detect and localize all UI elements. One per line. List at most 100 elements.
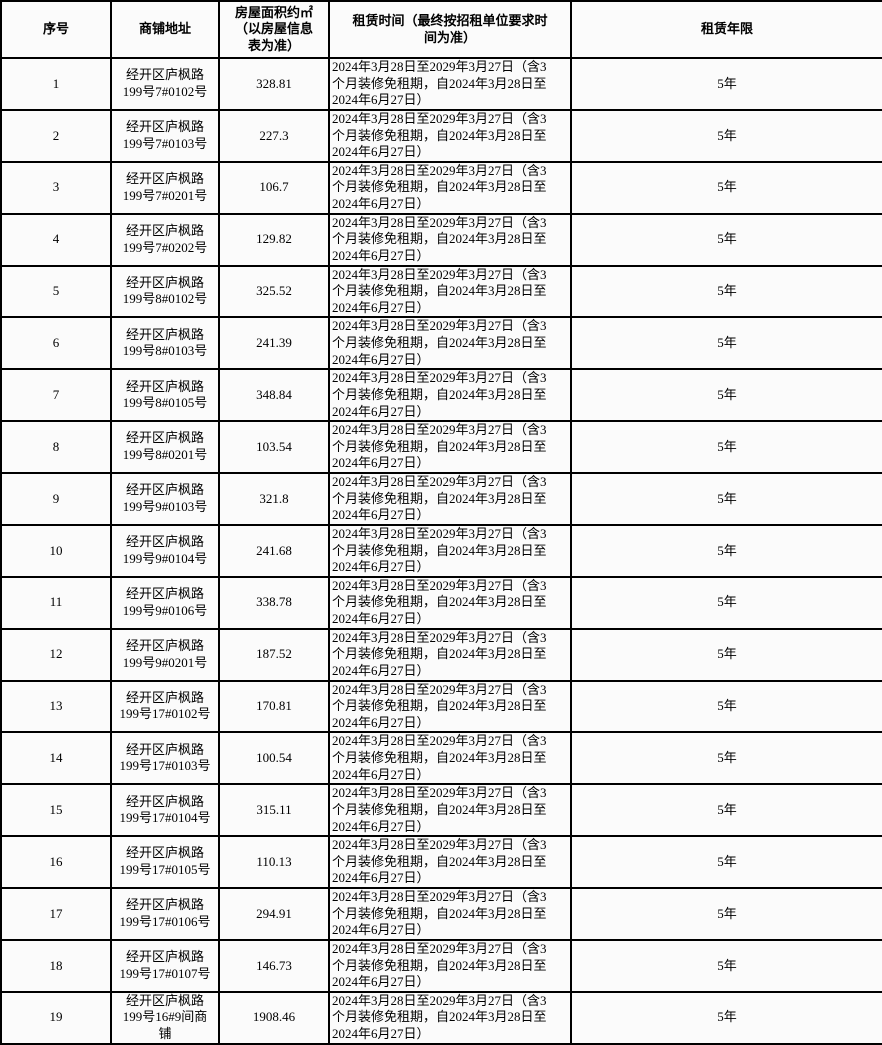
- table-row: 12 经开区庐枫路 199号9#0201号 187.52 2024年3月28日至202…: [0, 627, 882, 682]
- lease-time-cell: 2024年3月28日至2029年3月27日（含3 个月装修免租期，自2024年3…: [328, 160, 572, 215]
- term-cell: 5年: [570, 627, 882, 682]
- table-row: 2 经开区庐枫路 199号7#0103号 227.3 2024年3月28日至2029年…: [0, 108, 882, 163]
- address-cell: 经开区庐枫路 199号9#0103号: [110, 472, 220, 526]
- table-row: 3 经开区庐枫路 199号7#0201号 106.7 2024年3月28日至2029年…: [0, 160, 882, 215]
- area-cell: 170.81: [218, 679, 330, 734]
- serial-cell: 9: [0, 472, 112, 526]
- term-cell: 5年: [570, 264, 882, 319]
- term-cell: 5年: [570, 523, 882, 578]
- term-cell: 5年: [570, 887, 882, 941]
- serial-cell: 16: [0, 835, 112, 889]
- term-cell: 5年: [570, 57, 882, 111]
- lease-time-cell: 2024年3月28日至2029年3月27日（含3 个月装修免租期，自2024年3…: [328, 938, 572, 993]
- lease-time-cell: 2024年3月28日至2029年3月27日（含3 个月装修免租期，自2024年3…: [328, 835, 572, 889]
- address-cell: 经开区庐枫路 199号17#0107号: [110, 938, 220, 993]
- table-row: 8 经开区庐枫路 199号8#0201号 103.54 2024年3月28日至2029…: [0, 420, 882, 474]
- lease-time-cell: 2024年3月28日至2029年3月27日（含3 个月装修免租期，自2024年3…: [328, 575, 572, 630]
- serial-cell: 14: [0, 731, 112, 786]
- table-row: 9 经开区庐枫路 199号9#0103号 321.8 2024年3月28日至2029年…: [0, 472, 882, 526]
- table-row: 5 经开区庐枫路 199号8#0102号 325.52 2024年3月28日至2029…: [0, 264, 882, 319]
- term-cell: 5年: [570, 783, 882, 838]
- serial-cell: 10: [0, 523, 112, 578]
- address-cell: 经开区庐枫路 199号17#0104号: [110, 783, 220, 838]
- serial-cell: 8: [0, 420, 112, 474]
- serial-cell: 1: [0, 57, 112, 111]
- table-row: 14 经开区庐枫路 199号17#0103号 100.54 2024年3月28日至20…: [0, 731, 882, 786]
- term-cell: 5年: [570, 212, 882, 267]
- lease-time-cell: 2024年3月28日至2029年3月27日（含3 个月装修免租期，自2024年3…: [328, 783, 572, 838]
- term-cell: 5年: [570, 731, 882, 786]
- table-header-row: 序号 商铺地址 房屋面积约㎡ （以房屋信息 表为准） 租赁时间（最终按招租单位要…: [0, 0, 882, 59]
- lease-time-cell: 2024年3月28日至2029年3月27日（含3 个月装修免租期，自2024年3…: [328, 990, 572, 1045]
- table-row: 1 经开区庐枫路 199号7#0102号 328.81 2024年3月28日至2029…: [0, 57, 882, 111]
- address-cell: 经开区庐枫路 199号17#0106号: [110, 887, 220, 941]
- area-cell: 325.52: [218, 264, 330, 319]
- area-cell: 315.11: [218, 783, 330, 838]
- area-cell: 110.13: [218, 835, 330, 889]
- lease-time-cell: 2024年3月28日至2029年3月27日（含3 个月装修免租期，自2024年3…: [328, 212, 572, 267]
- lease-time-cell: 2024年3月28日至2029年3月27日（含3 个月装修免租期，自2024年3…: [328, 523, 572, 578]
- table-row: 6 经开区庐枫路 199号8#0103号 241.39 2024年3月28日至2029…: [0, 316, 882, 371]
- lease-time-cell: 2024年3月28日至2029年3月27日（含3 个月装修免租期，自2024年3…: [328, 108, 572, 163]
- header-term: 租赁年限: [570, 0, 882, 59]
- term-cell: 5年: [570, 316, 882, 371]
- table-row: 11 经开区庐枫路 199号9#0106号 338.78 2024年3月28日至202…: [0, 575, 882, 630]
- serial-cell: 2: [0, 108, 112, 163]
- table-row: 17 经开区庐枫路 199号17#0106号 294.91 2024年3月28日至20…: [0, 887, 882, 941]
- address-cell: 经开区庐枫路 199号17#0103号: [110, 731, 220, 786]
- area-cell: 241.39: [218, 316, 330, 371]
- lease-time-cell: 2024年3月28日至2029年3月27日（含3 个月装修免租期，自2024年3…: [328, 887, 572, 941]
- area-cell: 328.81: [218, 57, 330, 111]
- header-lease-time: 租赁时间（最终按招租单位要求时 间为准）: [328, 0, 572, 59]
- term-cell: 5年: [570, 420, 882, 474]
- header-serial: 序号: [0, 0, 112, 59]
- area-cell: 187.52: [218, 627, 330, 682]
- serial-cell: 13: [0, 679, 112, 734]
- address-cell: 经开区庐枫路 199号8#0102号: [110, 264, 220, 319]
- lease-time-cell: 2024年3月28日至2029年3月27日（含3 个月装修免租期，自2024年3…: [328, 264, 572, 319]
- term-cell: 5年: [570, 160, 882, 215]
- address-cell: 经开区庐枫路 199号7#0103号: [110, 108, 220, 163]
- address-cell: 经开区庐枫路 199号8#0103号: [110, 316, 220, 371]
- address-cell: 经开区庐枫路 199号9#0201号: [110, 627, 220, 682]
- area-cell: 129.82: [218, 212, 330, 267]
- lease-time-cell: 2024年3月28日至2029年3月27日（含3 个月装修免租期，自2024年3…: [328, 472, 572, 526]
- serial-cell: 19: [0, 990, 112, 1045]
- lease-time-cell: 2024年3月28日至2029年3月27日（含3 个月装修免租期，自2024年3…: [328, 368, 572, 423]
- term-cell: 5年: [570, 679, 882, 734]
- address-cell: 经开区庐枫路 199号7#0102号: [110, 57, 220, 111]
- table-row: 7 经开区庐枫路 199号8#0105号 348.84 2024年3月28日至2029…: [0, 368, 882, 423]
- table-row: 13 经开区庐枫路 199号17#0102号 170.81 2024年3月28日至20…: [0, 679, 882, 734]
- area-cell: 146.73: [218, 938, 330, 993]
- area-cell: 103.54: [218, 420, 330, 474]
- address-cell: 经开区庐枫路 199号8#0105号: [110, 368, 220, 423]
- serial-cell: 6: [0, 316, 112, 371]
- lease-time-cell: 2024年3月28日至2029年3月27日（含3 个月装修免租期，自2024年3…: [328, 316, 572, 371]
- area-cell: 338.78: [218, 575, 330, 630]
- header-address: 商铺地址: [110, 0, 220, 59]
- serial-cell: 12: [0, 627, 112, 682]
- serial-cell: 15: [0, 783, 112, 838]
- area-cell: 106.7: [218, 160, 330, 215]
- address-cell: 经开区庐枫路 199号9#0106号: [110, 575, 220, 630]
- table-row: 10 经开区庐枫路 199号9#0104号 241.68 2024年3月28日至202…: [0, 523, 882, 578]
- serial-cell: 17: [0, 887, 112, 941]
- area-cell: 294.91: [218, 887, 330, 941]
- address-cell: 经开区庐枫路 199号8#0201号: [110, 420, 220, 474]
- table-row: 16 经开区庐枫路 199号17#0105号 110.13 2024年3月28日至20…: [0, 835, 882, 889]
- table-body: 1 经开区庐枫路 199号7#0102号 328.81 2024年3月28日至2029…: [0, 57, 882, 1045]
- area-cell: 241.68: [218, 523, 330, 578]
- area-cell: 100.54: [218, 731, 330, 786]
- area-cell: 227.3: [218, 108, 330, 163]
- serial-cell: 11: [0, 575, 112, 630]
- address-cell: 经开区庐枫路 199号17#0105号: [110, 835, 220, 889]
- serial-cell: 7: [0, 368, 112, 423]
- table-row: 18 经开区庐枫路 199号17#0107号 146.73 2024年3月28日至20…: [0, 938, 882, 993]
- address-cell: 经开区庐枫路 199号9#0104号: [110, 523, 220, 578]
- area-cell: 348.84: [218, 368, 330, 423]
- term-cell: 5年: [570, 108, 882, 163]
- term-cell: 5年: [570, 835, 882, 889]
- term-cell: 5年: [570, 368, 882, 423]
- lease-time-cell: 2024年3月28日至2029年3月27日（含3 个月装修免租期，自2024年3…: [328, 679, 572, 734]
